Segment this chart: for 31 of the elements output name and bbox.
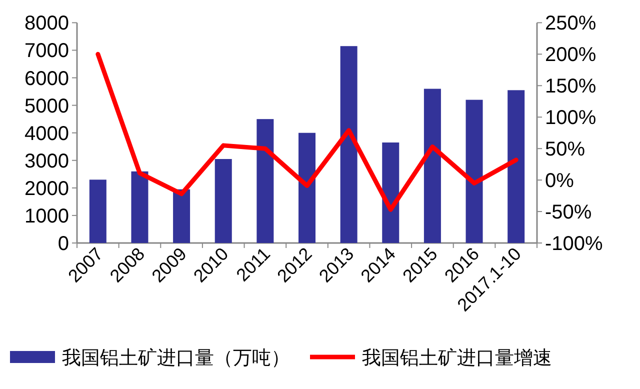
- y-tick-label: 6000: [24, 68, 69, 90]
- y2-tick-label: 250%: [545, 12, 596, 35]
- bar: [340, 46, 358, 243]
- bar: [508, 90, 525, 243]
- y2-tick-label: 50%: [545, 138, 586, 161]
- bar: [173, 189, 190, 243]
- legend-label: 我国铝土矿进口量（万吨）: [62, 347, 290, 369]
- y2-tick-label: -100%: [545, 233, 604, 255]
- line-series: [96, 52, 518, 212]
- legend-label: 我国铝土矿进口量增速: [362, 347, 552, 369]
- bar: [298, 132, 316, 243]
- y-tick-label: 3000: [24, 150, 69, 172]
- y-tick-label: 0: [58, 233, 69, 255]
- y2-tick-label: 0%: [545, 170, 574, 192]
- bar: [131, 171, 148, 243]
- y-tick-label: 4000: [24, 122, 69, 145]
- bar: [256, 119, 274, 243]
- bar: [382, 142, 400, 243]
- y2-tick-label: -50%: [545, 202, 592, 224]
- y-tick-label: 8000: [24, 12, 69, 35]
- y2-tick-label: 200%: [545, 44, 596, 66]
- y2-tick-label: 150%: [545, 76, 596, 98]
- y-tick-label: 5000: [24, 95, 69, 118]
- bar: [424, 88, 441, 243]
- y-tick-label: 7000: [24, 40, 69, 62]
- bar: [89, 180, 106, 243]
- y-tick-label: 2000: [24, 178, 69, 200]
- bar: [214, 159, 232, 243]
- y-tick-label: 1000: [24, 205, 69, 228]
- y2-tick-label: 100%: [545, 107, 596, 130]
- bar: [466, 100, 483, 243]
